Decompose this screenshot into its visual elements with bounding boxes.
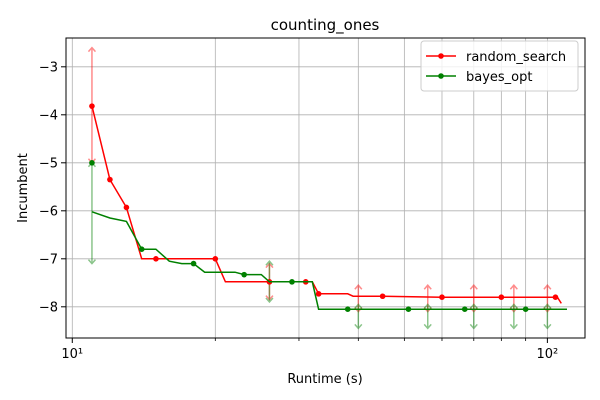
error-bar-cap-bottom	[87, 259, 97, 265]
legend-box	[420, 40, 579, 92]
y-tick-label: −4	[39, 108, 58, 123]
data-point-bayes_opt	[89, 160, 95, 166]
chart-title: counting_ones	[271, 16, 380, 35]
legend-marker-bayes-opt	[438, 73, 444, 79]
data-point-random_search	[439, 294, 445, 301]
data-point-random_search	[498, 294, 505, 301]
y-tick-label: −8	[39, 300, 58, 315]
error-bar-cap-top	[469, 303, 478, 309]
legend-marker-random-search	[438, 53, 444, 59]
error-bar-cap-top	[423, 303, 432, 309]
y-tick-label: −7	[39, 252, 58, 267]
error-bar-cap-top	[543, 303, 552, 309]
y-tick-label: −6	[39, 204, 58, 219]
error-bar-cap-bottom	[265, 295, 274, 301]
data-point-random_search	[107, 176, 113, 183]
y-tick-label: −3	[39, 60, 58, 75]
x-tick-label: 10²	[536, 347, 558, 362]
data-point-random_search	[153, 255, 159, 262]
data-point-bayes_opt	[190, 260, 197, 267]
error-bar-cap-top	[87, 46, 97, 53]
error-bar-cap-top	[423, 284, 432, 290]
data-point-bayes_opt	[241, 271, 247, 278]
series-lines	[89, 103, 567, 313]
error-bar-bayes_opt	[543, 303, 552, 330]
error-bar-cap-bottom	[469, 323, 478, 330]
error-bar-bayes_opt	[509, 303, 518, 330]
grid	[66, 38, 585, 338]
data-point-random_search	[552, 294, 559, 301]
legend: random_search bayes_opt	[420, 40, 579, 92]
error-bar-bayes_opt	[423, 303, 432, 330]
data-point-bayes_opt	[138, 246, 145, 252]
series-line-bayes_opt	[91, 211, 567, 310]
x-tick-label: 10¹	[61, 347, 83, 362]
data-point-bayes_opt	[522, 306, 529, 313]
legend-label-random-search: random_search	[466, 50, 566, 65]
series-line-random_search	[91, 106, 562, 304]
data-point-random_search	[212, 255, 219, 262]
error-bar-bayes_opt	[469, 303, 478, 330]
error-bar-cap-bottom	[423, 323, 432, 330]
data-point-random_search	[123, 204, 130, 211]
data-point-random_search	[315, 291, 322, 297]
error-bar-bayes_opt	[354, 303, 363, 330]
error-bar-cap-top	[354, 303, 363, 309]
plot-frame	[65, 37, 586, 339]
data-point-bayes_opt	[461, 306, 468, 313]
error-bar-cap-top	[469, 284, 478, 290]
y-axis-label: Incumbent	[16, 153, 31, 223]
axes-frame	[65, 37, 586, 339]
data-point-random_search	[379, 293, 386, 300]
y-tick-label: −5	[39, 156, 58, 171]
data-point-random_search	[89, 103, 95, 109]
data-point-bayes_opt	[289, 279, 295, 285]
error-bar-cap-top	[265, 260, 274, 266]
error-bar-cap-bottom	[265, 297, 274, 304]
error-bar-cap-bottom	[543, 323, 552, 330]
error-bar-cap-top	[543, 284, 552, 290]
error-bar-cap-top	[509, 303, 518, 309]
error-bar-cap-top	[265, 262, 274, 269]
error-bar-cap-top	[509, 284, 518, 290]
data-point-bayes_opt	[405, 306, 412, 313]
legend-label-bayes-opt: bayes_opt	[466, 70, 533, 85]
x-axis-label: Runtime (s)	[287, 372, 362, 387]
ticks: 10¹ 10² −3 −4 −5 −6 −7 −8	[39, 60, 558, 362]
error-bar-cap-top	[354, 284, 363, 290]
error-bar-cap-bottom	[354, 323, 363, 330]
data-point-bayes_opt	[344, 306, 351, 313]
error-bar-cap-bottom	[509, 323, 518, 330]
